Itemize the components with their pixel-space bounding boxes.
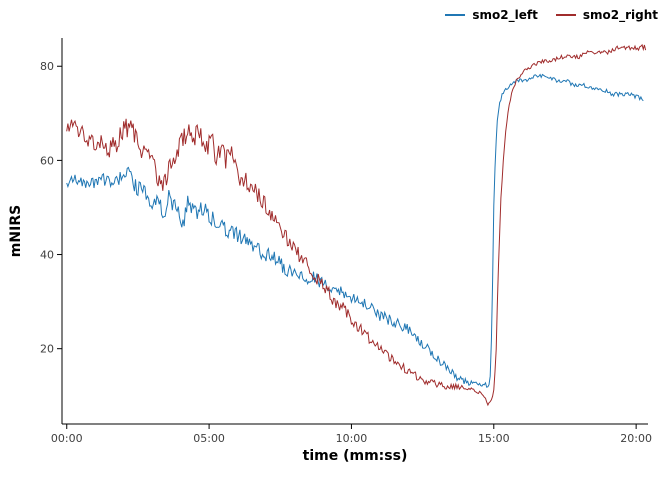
legend-item-smo2-left: smo2_left <box>445 8 538 22</box>
x-tick-label: 10:00 <box>336 432 368 445</box>
x-tick-label: 05:00 <box>193 432 225 445</box>
legend-key-line-right <box>555 14 576 16</box>
x-tick-label: 20:00 <box>620 432 652 445</box>
y-tick-label: 40 <box>40 249 54 262</box>
y-tick-label: 60 <box>40 154 54 167</box>
series-line-smo2_left <box>66 73 644 388</box>
x-tick-label: 15:00 <box>478 432 510 445</box>
legend-item-smo2-right: smo2_right <box>555 8 658 22</box>
legend-label-right: smo2_right <box>582 8 658 22</box>
legend: smo2_left smo2_right <box>445 8 658 22</box>
legend-key-line-left <box>445 14 466 16</box>
x-tick-label: 00:00 <box>51 432 83 445</box>
y-tick-label: 80 <box>40 60 54 73</box>
series-line-smo2_right <box>66 43 647 407</box>
legend-label-left: smo2_left <box>472 8 538 22</box>
y-tick-label: 20 <box>40 343 54 356</box>
x-axis-title: time (mm:ss) <box>302 448 408 464</box>
